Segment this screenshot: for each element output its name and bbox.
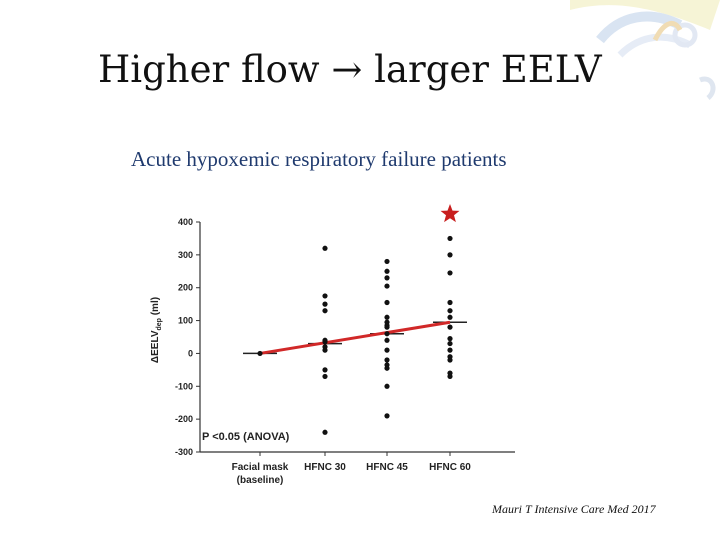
x-tick-label: HFNC 45 [366, 462, 408, 473]
data-point [447, 314, 453, 320]
data-point [322, 245, 328, 251]
data-point [384, 347, 390, 353]
data-point [384, 283, 390, 289]
trend-line [259, 320, 451, 355]
data-point [384, 337, 390, 343]
slide-title: Higher flow → larger EELV [98, 48, 602, 91]
y-tick-label: 400 [178, 217, 193, 227]
data-point [322, 347, 328, 353]
y-axis-label-subscript: dep [156, 318, 163, 330]
data-point [384, 357, 390, 363]
x-tick-sublabel: (baseline) [237, 475, 284, 486]
data-point [384, 275, 390, 281]
x-tick-label: Facial mask [232, 462, 289, 473]
data-point [384, 299, 390, 306]
data-point [322, 339, 328, 345]
data-point [447, 373, 453, 380]
x-tick-label: HFNC 30 [304, 462, 346, 473]
data-point [384, 413, 390, 419]
y-axis: 400 300 200 100 0 -100 -200 -300 [175, 217, 201, 457]
y-tick-label: -100 [175, 381, 193, 391]
x-tick-label: HFNC 60 [429, 462, 471, 473]
data-point [447, 324, 453, 330]
decorative-swirl-graphic [570, 0, 720, 100]
data-point [447, 340, 453, 347]
data-point [384, 314, 390, 320]
y-tick-label: 200 [178, 283, 193, 293]
y-tick-label: 100 [178, 316, 193, 326]
y-tick-label: 300 [178, 250, 193, 260]
data-point [384, 331, 390, 337]
y-axis-label-main: ΔEELV [150, 330, 161, 363]
data-point [322, 373, 328, 380]
data-point [322, 429, 328, 435]
data-point [447, 336, 453, 342]
data-point [384, 383, 390, 389]
data-point [257, 350, 263, 357]
highlight-star-icon [440, 204, 460, 223]
data-point [322, 301, 328, 307]
x-axis: Facial mask (baseline) HFNC 30 HFNC 45 HFNC … [200, 451, 515, 486]
anova-annotation: P <0.05 (ANOVA) [202, 431, 290, 443]
data-point [447, 270, 453, 276]
data-point [447, 252, 453, 258]
data-point [384, 365, 390, 371]
data-point [447, 299, 453, 306]
y-axis-label: ΔEELVdep (ml) [150, 297, 163, 363]
data-point [447, 308, 453, 314]
y-tick-label: 0 [188, 348, 193, 358]
data-points [257, 235, 453, 435]
data-point [322, 367, 328, 373]
data-point [322, 308, 328, 314]
data-point [447, 347, 453, 353]
data-point [384, 324, 390, 330]
y-tick-label: -200 [175, 414, 193, 424]
slide-subtitle: Acute hypoxemic respiratory failure pati… [131, 147, 507, 171]
y-axis-label-unit: (ml) [150, 297, 161, 318]
data-point [447, 235, 453, 242]
data-point [384, 268, 390, 274]
data-point [447, 357, 453, 363]
eelv-scatter-chart: 400 300 200 100 0 -100 -200 -300 Facial mask (ba… [150, 204, 515, 486]
data-point [322, 293, 328, 299]
citation: Mauri T Intensive Care Med 2017 [492, 502, 656, 516]
data-point [384, 258, 390, 265]
y-tick-label: -300 [175, 447, 193, 457]
